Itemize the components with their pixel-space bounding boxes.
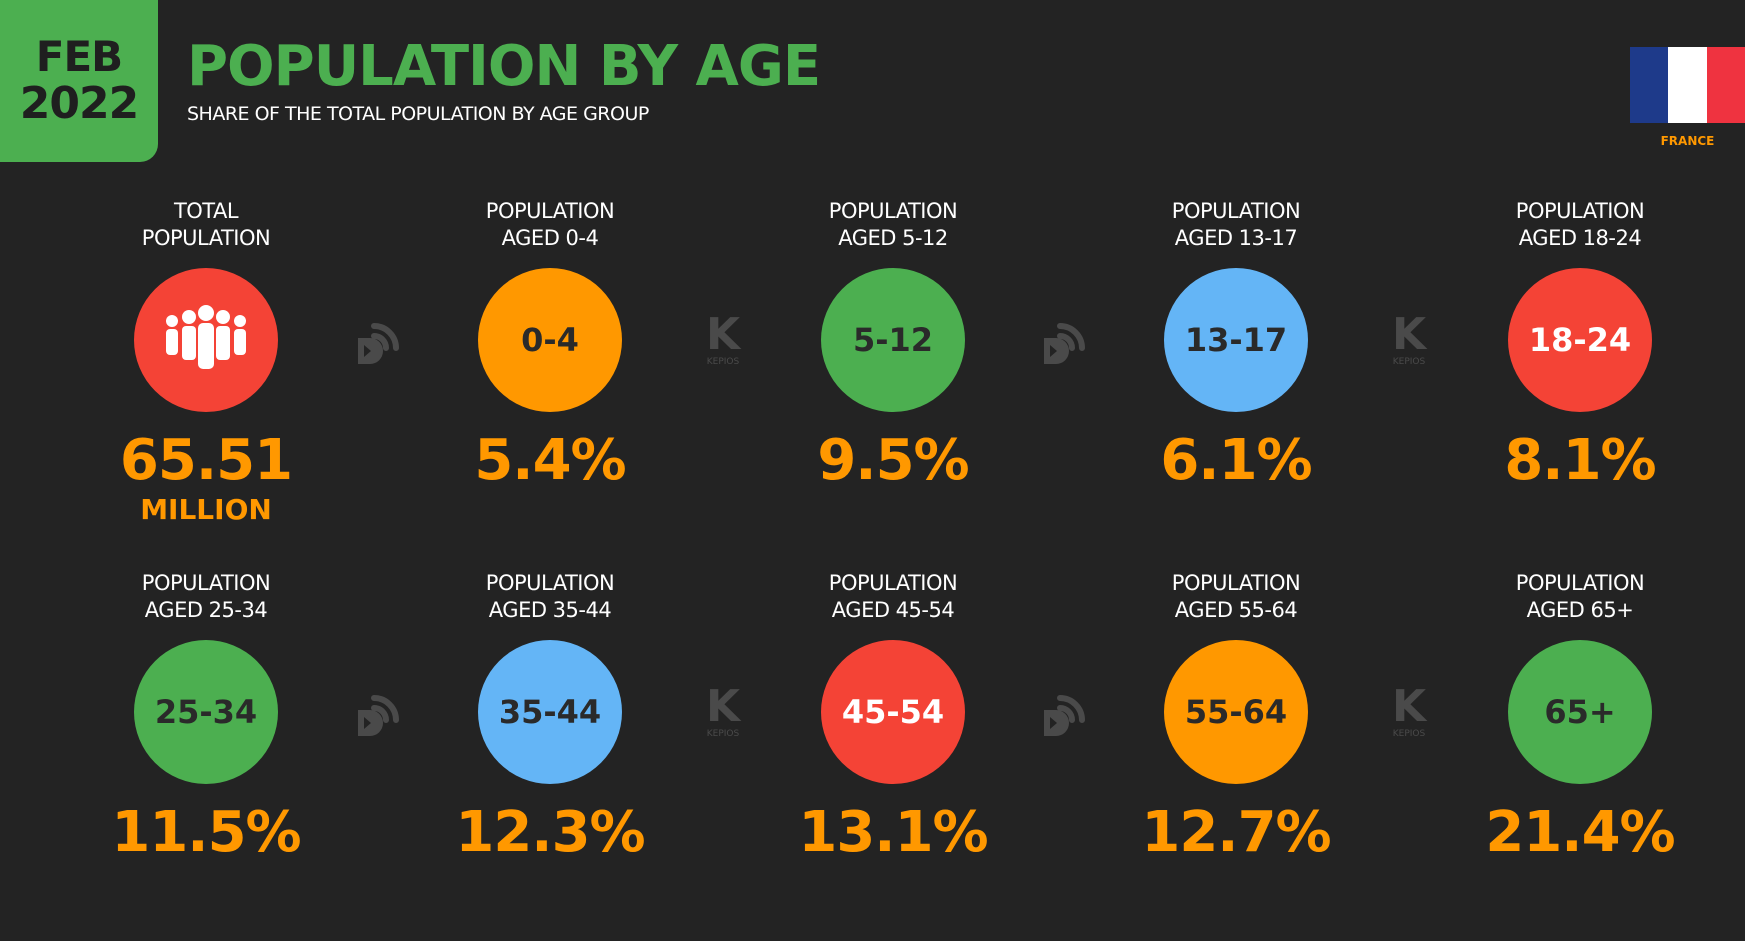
kepios-logo-icon: K KEPIOS [693,310,753,370]
age-group-cell: POPULATION AGED 0-4 0-4 5.4% [400,198,700,492]
datareportal-logo-icon [1036,682,1096,742]
age-group-share: 5.4% [474,428,626,493]
age-group-label: POPULATION AGED 18-24 [1515,199,1645,250]
flag-stripe-red [1706,47,1745,123]
kepios-logo-icon: K KEPIOS [1379,682,1439,742]
date-month: FEB [35,32,123,81]
france-flag-icon [1630,47,1745,123]
flag-stripe-white [1668,47,1707,123]
age-group-cell: POPULATION AGED 13-17 13-17 6.1% [1086,198,1386,492]
kepios-logo-mark: K [705,681,741,732]
age-group-cell: POPULATION AGED 18-24 18-24 8.1% [1430,198,1730,492]
age-group-share: 6.1% [1160,428,1312,493]
age-group-cell: POPULATION AGED 55-64 55-64 12.7% [1086,570,1386,864]
age-group-share: 12.3% [455,800,645,865]
kepios-logo-mark: K [1391,309,1427,360]
country-label: FRANCE [1660,134,1715,148]
age-group-label: POPULATION AGED 65+ [1515,571,1645,622]
total-population-unit: MILLION [140,493,272,526]
age-group-label: POPULATION AGED 0-4 [485,199,615,250]
kepios-logo-icon: K KEPIOS [693,682,753,742]
age-badge: 0-4 [478,268,622,412]
datareportal-logo-icon [350,310,410,370]
kepios-logo-mark: K [705,309,741,360]
page-title: POPULATION BY AGE [187,34,821,99]
age-badge: 13-17 [1164,268,1308,412]
page-subtitle: SHARE OF THE TOTAL POPULATION BY AGE GRO… [187,103,649,125]
age-group-cell: POPULATION AGED 25-34 25-34 11.5% [56,570,356,864]
age-group-share: 21.4% [1485,800,1675,865]
age-group-label: POPULATION AGED 55-64 [1171,571,1301,622]
age-group-share: 11.5% [111,800,301,865]
age-group-label: POPULATION AGED 13-17 [1171,199,1301,250]
age-badge: 18-24 [1508,268,1652,412]
kepios-logo-mark: K [1391,681,1427,732]
age-badge: 35-44 [478,640,622,784]
age-group-cell: POPULATION AGED 35-44 35-44 12.3% [400,570,700,864]
kepios-logo-text: KEPIOS [706,357,740,367]
age-group-label: POPULATION AGED 35-44 [485,571,615,622]
age-group-share: 13.1% [798,800,988,865]
age-badge: 25-34 [134,640,278,784]
date-badge: FEB 2022 [0,0,158,162]
age-badge: 55-64 [1164,640,1308,784]
age-badge: 45-54 [821,640,965,784]
total-population-cell: TOTAL POPULATION 65.51 MILLION [56,198,356,528]
datareportal-logo-icon [1036,310,1096,370]
age-group-share: 9.5% [817,428,969,493]
kepios-logo-icon: K KEPIOS [1379,310,1439,370]
date-year: 2022 [19,78,139,129]
age-group-cell: POPULATION AGED 5-12 5-12 9.5% [743,198,1043,492]
age-badge: 5-12 [821,268,965,412]
kepios-logo-text: KEPIOS [1392,357,1426,367]
age-group-label: POPULATION AGED 25-34 [141,571,271,622]
total-population-value: 65.51 [119,428,293,493]
age-group-share: 8.1% [1504,428,1656,493]
kepios-logo-text: KEPIOS [1392,729,1426,739]
age-group-label: POPULATION AGED 45-54 [828,571,958,622]
flag-stripe-blue [1630,47,1669,123]
datareportal-logo-icon [350,682,410,742]
kepios-logo-text: KEPIOS [706,729,740,739]
age-group-cell: POPULATION AGED 65+ 65+ 21.4% [1430,570,1730,864]
people-group-icon [134,268,278,412]
age-group-share: 12.7% [1141,800,1331,865]
age-badge: 65+ [1508,640,1652,784]
age-group-label: POPULATION AGED 5-12 [828,199,958,250]
age-group-cell: POPULATION AGED 45-54 45-54 13.1% [743,570,1043,864]
total-population-label: TOTAL POPULATION [141,199,271,250]
